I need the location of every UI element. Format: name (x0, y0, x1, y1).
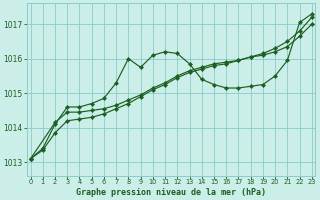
X-axis label: Graphe pression niveau de la mer (hPa): Graphe pression niveau de la mer (hPa) (76, 188, 266, 197)
